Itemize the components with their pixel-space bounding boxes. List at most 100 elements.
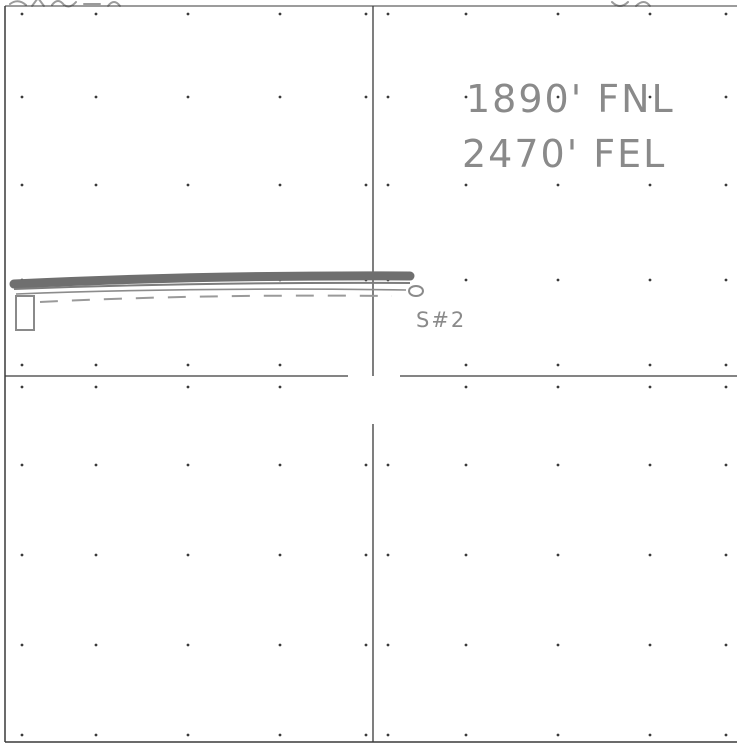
grid-dot [20, 553, 24, 557]
surface-location-marker [408, 285, 424, 297]
header-scribble-left [9, 0, 121, 8]
grid-dot [186, 12, 190, 16]
grid-dot [724, 183, 728, 187]
grid-dot [94, 463, 98, 467]
grid-dot [464, 385, 468, 389]
grid-dot [386, 643, 390, 647]
grid-dot [556, 183, 560, 187]
grid-dot [724, 643, 728, 647]
grid-dot [364, 463, 368, 467]
lateral-path-heavy [9, 271, 415, 289]
grid-dot [278, 363, 282, 367]
grid-dot [556, 278, 560, 282]
grid-dot [724, 278, 728, 282]
grid-dot [724, 363, 728, 367]
grid-dot [94, 733, 98, 737]
grid-dot [186, 183, 190, 187]
lateral-path-dashed [39, 294, 393, 303]
grid-dot [724, 385, 728, 389]
grid-dot [364, 12, 368, 16]
grid-dot [278, 95, 282, 99]
grid-dot [94, 553, 98, 557]
grid-dot [648, 385, 652, 389]
grid-dot [186, 463, 190, 467]
grid-dot [386, 12, 390, 16]
grid-dot [94, 95, 98, 99]
grid-dot [186, 733, 190, 737]
grid-dot [364, 183, 368, 187]
grid-dot [648, 363, 652, 367]
grid-dot [464, 363, 468, 367]
grid-dot [20, 463, 24, 467]
grid-dot [556, 12, 560, 16]
grid-dot [278, 733, 282, 737]
grid-dots [20, 12, 728, 737]
grid-dot [20, 385, 24, 389]
grid-dot [556, 463, 560, 467]
grid-dot [364, 643, 368, 647]
grid-dot [278, 643, 282, 647]
grid-dot [648, 463, 652, 467]
grid-dot [648, 733, 652, 737]
grid-dot [278, 553, 282, 557]
grid-dot [724, 733, 728, 737]
grid-dot [648, 553, 652, 557]
grid-dot [464, 278, 468, 282]
grid-dot [386, 183, 390, 187]
grid-dot [94, 363, 98, 367]
grid-dot [556, 385, 560, 389]
grid-dot [94, 183, 98, 187]
grid-dot [464, 12, 468, 16]
grid-dot [20, 12, 24, 16]
grid-dot [186, 643, 190, 647]
grid-dot [20, 95, 24, 99]
grid-dot [556, 95, 560, 99]
grid-dot [724, 463, 728, 467]
grid-dot [648, 183, 652, 187]
grid-dot [386, 733, 390, 737]
grid-dot [278, 463, 282, 467]
grid-dot [364, 95, 368, 99]
grid-dot [20, 363, 24, 367]
grid-dot [386, 553, 390, 557]
grid-dot [724, 12, 728, 16]
grid-dot [464, 553, 468, 557]
bottom-hole-box [15, 295, 35, 331]
grid-dot [94, 385, 98, 389]
lateral-path-thin-lower [15, 288, 407, 295]
grid-dot [648, 95, 652, 99]
grid-dot [94, 643, 98, 647]
grid-dot [94, 12, 98, 16]
grid-dot [556, 733, 560, 737]
grid-dot [648, 643, 652, 647]
grid-dot [186, 385, 190, 389]
grid-dot [556, 553, 560, 557]
grid-dot [464, 95, 468, 99]
grid-dot [278, 12, 282, 16]
grid-dot [464, 733, 468, 737]
grid-dot [186, 553, 190, 557]
grid-dot [724, 553, 728, 557]
footage-east-label: 2470' FEL [462, 132, 666, 176]
grid-dot [278, 385, 282, 389]
grid-dot [278, 183, 282, 187]
grid-dot [186, 95, 190, 99]
grid-dot [364, 553, 368, 557]
grid-dot [648, 278, 652, 282]
header-scribble-right [611, 1, 651, 7]
grid-dot [186, 363, 190, 367]
footage-north-label: 1890' FNL [466, 77, 675, 121]
grid-dot [556, 363, 560, 367]
grid-dot [648, 12, 652, 16]
grid-dot [556, 643, 560, 647]
lateral-path-thin-upper [13, 281, 411, 290]
header-fragment [9, 0, 651, 8]
grid-dot [386, 463, 390, 467]
grid-dot [386, 95, 390, 99]
grid-dot [724, 95, 728, 99]
grid-dot [464, 643, 468, 647]
lateral-wellbore [9, 271, 424, 331]
grid-dot [364, 733, 368, 737]
grid-dot [464, 463, 468, 467]
